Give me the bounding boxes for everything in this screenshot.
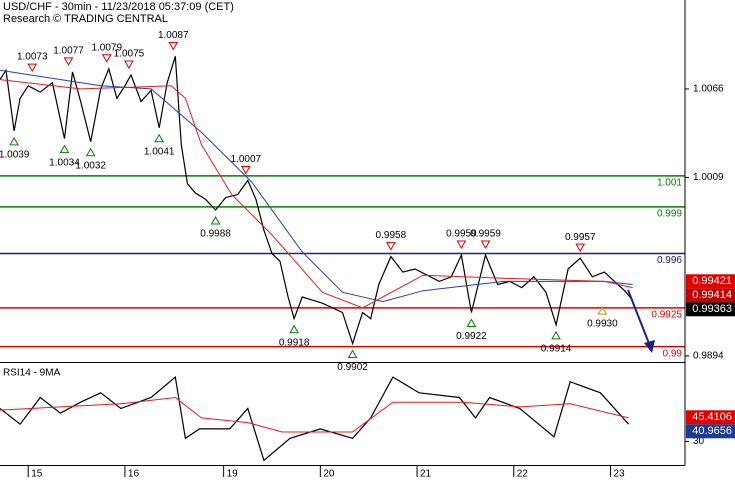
x-tick-label: 22 [517,469,529,480]
x-tick-label: 16 [128,469,140,480]
low-label: 1.0034 [49,157,80,168]
low-label: 1.0032 [75,160,106,171]
low-marker [597,306,608,315]
high-marker [63,57,74,66]
y-tick-label: 0.9894 [693,351,724,362]
x-tick-label: 15 [31,469,43,480]
moving-average [0,79,633,309]
low-label: 0.9902 [337,362,368,373]
high-label: 1.0079 [91,42,122,53]
low-marker [59,144,70,154]
price-box [686,424,735,439]
price-box-label: 40.9656 [692,425,732,437]
price-box [686,302,735,317]
high-label: 0.9958 [376,230,407,241]
low-marker [85,147,96,157]
x-tick-label: 21 [420,469,432,480]
price-box [686,410,735,425]
price-box [686,288,735,303]
low-marker [9,136,19,146]
high-label: 1.0007 [230,154,261,165]
low-label: 0.9988 [200,229,231,240]
y-tick-label: 1.0009 [693,172,724,183]
price-box [686,274,735,289]
price-line [0,375,630,462]
high-label: 1.0077 [53,46,84,57]
moving-average [0,69,633,303]
high-marker [480,240,491,250]
low-label: 0.9922 [456,331,487,342]
low-marker [551,330,561,340]
x-tick-label: 23 [613,469,625,480]
low-marker [289,324,300,334]
x-tick-label: 19 [227,469,239,480]
forecast-arrow [627,289,655,353]
high-label: 1.0075 [114,49,145,60]
low-label: 0.9918 [279,337,310,348]
low-label: 0.9914 [541,344,572,355]
high-label: 1.0087 [158,30,189,41]
price-box-label: 0.99414 [692,289,732,301]
low-marker [154,133,165,143]
low-label: 1.0039 [0,150,30,161]
level-label: 1.001 [657,178,682,189]
low-marker [466,318,477,327]
y-tick-label: 30 [693,436,705,447]
low-marker [347,349,358,359]
high-marker [456,240,467,250]
chart-header-title: USD/CHF - 30min - 11/23/2018 05:37:09 (C… [3,1,234,13]
high-marker [385,242,396,251]
moving-average [0,396,629,433]
high-label: 1.0073 [17,52,48,63]
price-box-label: 0.99421 [692,275,732,287]
high-marker [575,243,586,253]
price-line [0,56,634,346]
price-box-label: 45.4106 [692,411,732,423]
low-label: 1.0041 [144,146,175,157]
x-tick-label: 20 [323,469,335,480]
price-box-label: 0.99363 [692,303,732,315]
low-label: 0.9930 [587,319,618,330]
high-marker [27,63,38,73]
y-tick-label: 1.0066 [693,84,724,95]
high-marker [124,60,134,69]
high-marker [240,166,251,175]
high-marker [168,41,179,51]
level-label: 0.999 [657,209,682,220]
chart-header-subtitle: Research © TRADING CENTRAL [3,13,168,25]
high-marker [101,54,112,63]
high-label: 0.9959 [470,229,501,240]
panel-title: RSI14 - 9MA [3,368,61,379]
level-label: 0.9925 [651,309,682,320]
level-label: 0.996 [657,255,682,266]
high-label: 0.9959 [446,229,477,240]
level-label: 0.99 [663,348,683,359]
low-marker [210,216,221,225]
high-label: 0.9957 [565,232,596,243]
